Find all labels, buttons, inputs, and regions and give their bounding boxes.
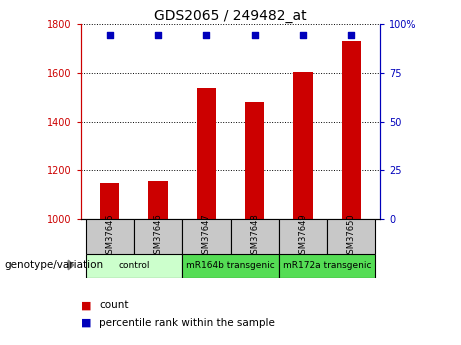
Text: genotype/variation: genotype/variation <box>5 260 104 270</box>
Bar <box>85 219 134 254</box>
Text: GSM37645: GSM37645 <box>105 214 114 259</box>
Text: mR164b transgenic: mR164b transgenic <box>186 261 275 270</box>
Bar <box>100 183 119 219</box>
Bar <box>293 72 313 219</box>
Text: ■: ■ <box>81 318 91 327</box>
Text: ■: ■ <box>81 300 91 310</box>
Point <box>106 32 113 37</box>
Bar <box>182 219 230 254</box>
Text: percentile rank within the sample: percentile rank within the sample <box>99 318 275 327</box>
Text: mR172a transgenic: mR172a transgenic <box>283 261 372 270</box>
Bar <box>148 180 168 219</box>
Bar <box>327 219 376 254</box>
Bar <box>182 254 279 278</box>
Bar <box>342 41 361 219</box>
Bar <box>85 254 182 278</box>
Bar <box>134 219 182 254</box>
Bar <box>245 102 264 219</box>
Polygon shape <box>68 260 74 270</box>
Bar <box>279 219 327 254</box>
Bar <box>197 88 216 219</box>
Text: GSM37648: GSM37648 <box>250 214 259 259</box>
Bar <box>230 219 279 254</box>
Text: GSM37649: GSM37649 <box>298 214 307 259</box>
Point <box>299 32 307 37</box>
Point <box>203 32 210 37</box>
Bar <box>279 254 376 278</box>
Point <box>348 32 355 37</box>
Point <box>154 32 162 37</box>
Text: control: control <box>118 261 149 270</box>
Title: GDS2065 / 249482_at: GDS2065 / 249482_at <box>154 9 307 23</box>
Text: count: count <box>99 300 129 310</box>
Text: GSM37647: GSM37647 <box>202 214 211 259</box>
Point <box>251 32 258 37</box>
Text: GSM37650: GSM37650 <box>347 214 356 259</box>
Text: GSM37646: GSM37646 <box>154 214 163 259</box>
